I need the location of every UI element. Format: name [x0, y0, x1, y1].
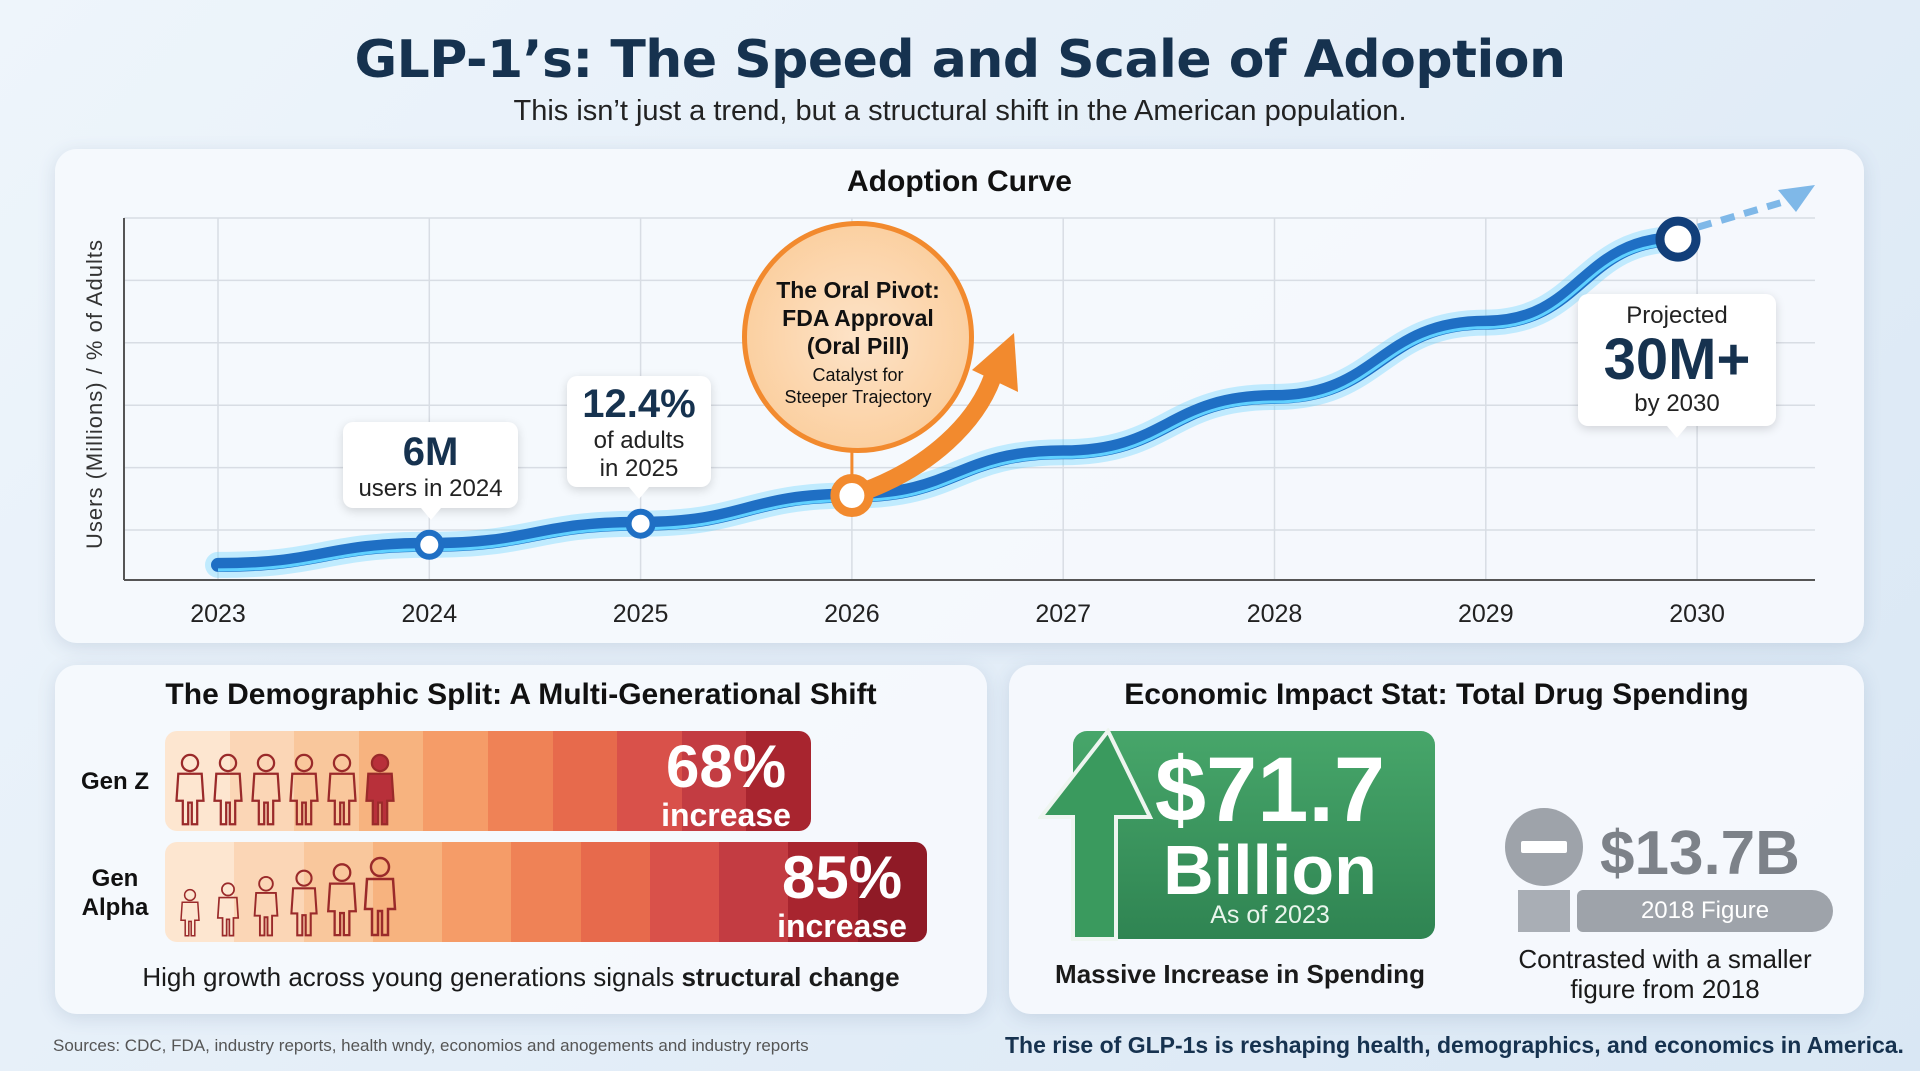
compare-caption: Contrasted with a smaller figure from 20…	[1490, 944, 1840, 1004]
main-caption: Massive Increase in Spending	[1055, 959, 1425, 989]
person-icon	[289, 753, 319, 826]
callout-2025-value: 12.4%	[582, 382, 696, 426]
demographics-title: The Demographic Split: A Multi-Generatio…	[165, 678, 877, 711]
callout-2025-text1: of adults	[593, 427, 685, 454]
callout-2030: Projected 30M+ by 2030	[1578, 294, 1776, 438]
page-subtitle: This isn’t just a trend, but a structura…	[513, 95, 1407, 127]
x-tick-label: 2025	[613, 600, 669, 628]
curve-highlight	[217, 242, 1679, 572]
sources-text: Sources: CDC, FDA, industry reports, hea…	[53, 1036, 809, 1055]
person-icon	[253, 876, 279, 937]
caption-bold: structural change	[681, 962, 900, 992]
pivot-arrow-shaft	[849, 367, 1004, 505]
caption-plain: High growth across young generations sig…	[142, 962, 682, 992]
x-tick-label: 2026	[824, 600, 880, 628]
demographics-caption: High growth across young generations sig…	[55, 962, 987, 993]
compare-value: $13.7B	[1600, 819, 1800, 888]
gen-percent: 85% increase	[777, 844, 907, 944]
person-icon	[327, 753, 357, 826]
people-icons	[175, 753, 395, 826]
main-sub: As of 2023	[1210, 901, 1330, 929]
economic-title: Economic Impact Stat: Total Drug Spendin…	[1124, 678, 1749, 711]
pivot-text-1: Catalyst for	[812, 365, 904, 385]
gen-label: Gen Z	[80, 768, 149, 795]
callout-2025: 12.4% of adults in 2025	[567, 376, 711, 499]
x-tick-label: 2024	[401, 600, 457, 628]
x-tick-label: 2023	[190, 600, 246, 628]
callout-2030-top: Projected	[1626, 302, 1728, 329]
pivot-title-2: FDA Approval	[782, 305, 934, 331]
pivot-text-2: Steeper Trajectory	[784, 387, 932, 407]
pivot-arrow-icon	[972, 333, 1018, 392]
person-icon	[216, 882, 240, 937]
gen-bar	[165, 842, 927, 942]
projection-arrow-icon	[1778, 185, 1815, 212]
compare-caption-2: figure from 2018	[1570, 974, 1760, 1004]
compare-bar: 2018 Figure	[1577, 890, 1833, 932]
footer-tagline: The rise of GLP-1s is reshaping health, …	[1005, 1032, 1904, 1058]
pivot-title-3: (Oral Pill)	[806, 333, 910, 359]
gen-bar	[165, 731, 811, 831]
person-icon	[175, 753, 205, 826]
main-unit: Billion	[1163, 831, 1377, 909]
people-icons	[180, 856, 397, 937]
compare-caption-1: Contrasted with a smaller	[1518, 944, 1812, 974]
person-icon	[213, 753, 243, 826]
minus-icon	[1505, 808, 1583, 886]
y-axis-label: Users (Millions) / % of Adults	[82, 239, 107, 549]
adoption-curve	[211, 232, 1685, 572]
person-icon	[290, 869, 318, 937]
demographics-card	[55, 665, 987, 1014]
x-tick-label: 2028	[1247, 600, 1303, 628]
person-icon	[251, 753, 281, 826]
callout-2025-text2: in 2025	[599, 455, 679, 482]
callout-2030-value: 30M+	[1603, 327, 1751, 392]
callout-2024-value: 6M	[402, 430, 459, 474]
x-tick-label: 2030	[1669, 600, 1725, 628]
adoption-chart-card	[55, 149, 1864, 643]
data-point-2030	[1655, 216, 1701, 262]
data-point-2025	[625, 508, 656, 539]
main-value: $71.7	[1154, 739, 1386, 841]
gen-label: Gen Alpha	[81, 865, 149, 921]
person-icon	[365, 753, 395, 826]
callout-2030-text: by 2030	[1634, 390, 1720, 417]
person-icon	[363, 856, 397, 937]
x-tick-label: 2027	[1035, 600, 1091, 628]
data-point-2026	[830, 474, 874, 518]
page-title: GLP-1’s: The Speed and Scale of Adoption	[354, 30, 1566, 90]
chart-title: Adoption Curve	[847, 165, 1072, 198]
up-arrow-icon	[1038, 728, 1435, 941]
gen-percent: 68% increase	[661, 733, 791, 833]
callout-2024: 6M users in 2024	[343, 422, 518, 520]
bar-stub	[1518, 890, 1570, 932]
person-icon	[180, 888, 200, 937]
callout-2024-text: users in 2024	[358, 475, 503, 502]
person-icon	[326, 863, 358, 937]
compare-sub: 2018 Figure	[1640, 897, 1770, 924]
pivot-title-1: The Oral Pivot:	[776, 277, 940, 303]
projection-dashed-line	[1697, 196, 1791, 231]
x-tick-label: 2029	[1458, 600, 1514, 628]
oral-pivot-bubble: The Oral Pivot: FDA Approval (Oral Pill)…	[742, 221, 974, 453]
data-point-2024	[414, 529, 445, 560]
